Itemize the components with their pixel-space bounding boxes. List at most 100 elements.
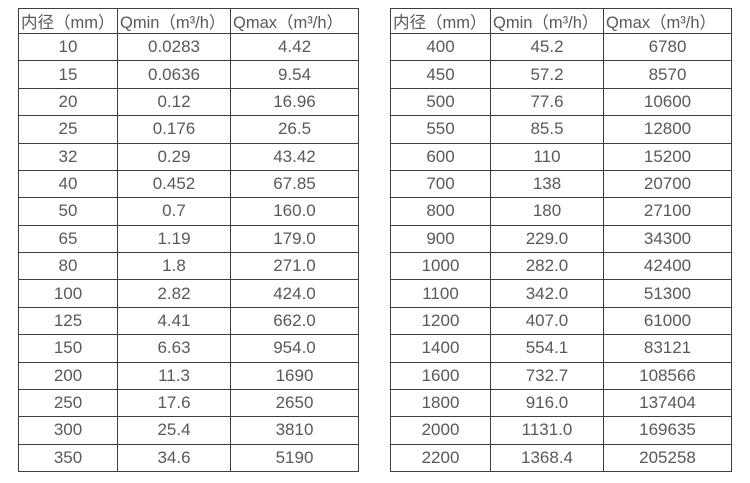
cell-diameter: 20	[18, 87, 118, 117]
cell-qmax: 9.54	[230, 60, 359, 89]
cell-qmax: 8570	[603, 60, 732, 89]
cell-qmax: 169635	[603, 416, 732, 445]
col-header-qmin: Qmin（m³/h）	[117, 8, 231, 34]
spec-table-small-diameters: 内径（mm） Qmin（m³/h） Qmax（m³/h） 10 0.0283 4.4…	[18, 8, 359, 473]
cell-diameter: 1200	[390, 306, 491, 336]
table-row: 20 0.12 16.96	[18, 87, 359, 117]
table-row: 50 0.7 160.0	[18, 197, 359, 226]
table-row: 1200 407.0 61000	[390, 306, 732, 336]
cell-diameter: 2200	[390, 443, 491, 473]
cell-diameter: 1600	[390, 361, 491, 390]
cell-qmax: 20700	[603, 169, 732, 199]
table-row: 2200 1368.4 205258	[390, 443, 732, 473]
cell-qmax: 6780	[603, 32, 732, 62]
cell-qmin: 34.6	[117, 443, 231, 473]
cell-qmin: 45.2	[490, 32, 604, 62]
cell-qmin: 0.0283	[117, 32, 231, 62]
table-row: 25 0.176 26.5	[18, 115, 359, 144]
cell-qmin: 77.6	[490, 87, 604, 117]
table-header-row: 内径（mm） Qmin（m³/h） Qmax（m³/h）	[18, 8, 359, 34]
cell-qmin: 0.452	[117, 169, 231, 199]
table-row: 10 0.0283 4.42	[18, 32, 359, 62]
cell-diameter: 250	[18, 388, 118, 418]
cell-qmax: 26.5	[230, 115, 359, 144]
cell-qmax: 67.85	[230, 169, 359, 199]
cell-qmax: 3810	[230, 416, 359, 445]
cell-qmax: 34300	[603, 224, 732, 254]
table-row: 125 4.41 662.0	[18, 306, 359, 336]
cell-qmin: 110	[490, 142, 604, 171]
cell-diameter: 1400	[390, 334, 491, 363]
cell-diameter: 900	[390, 224, 491, 254]
cell-qmin: 6.63	[117, 334, 231, 363]
table-header-row: 内径（mm） Qmin（m³/h） Qmax（m³/h）	[390, 8, 732, 34]
table-row: 1100 342.0 51300	[390, 279, 732, 308]
cell-qmin: 407.0	[490, 306, 604, 336]
col-header-qmax: Qmax（m³/h）	[230, 8, 359, 34]
cell-diameter: 600	[390, 142, 491, 171]
cell-diameter: 65	[18, 224, 118, 254]
cell-qmax: 1690	[230, 361, 359, 390]
cell-diameter: 450	[390, 60, 491, 89]
cell-qmin: 17.6	[117, 388, 231, 418]
cell-qmax: 424.0	[230, 279, 359, 308]
cell-qmin: 57.2	[490, 60, 604, 89]
cell-qmin: 229.0	[490, 224, 604, 254]
cell-qmin: 0.176	[117, 115, 231, 144]
cell-qmax: 16.96	[230, 87, 359, 117]
cell-diameter: 15	[18, 60, 118, 89]
cell-qmin: 342.0	[490, 279, 604, 308]
cell-qmax: 12800	[603, 115, 732, 144]
cell-qmin: 1131.0	[490, 416, 604, 445]
cell-diameter: 700	[390, 169, 491, 199]
cell-qmin: 282.0	[490, 251, 604, 281]
cell-qmax: 271.0	[230, 251, 359, 281]
cell-qmax: 15200	[603, 142, 732, 171]
cell-qmax: 179.0	[230, 224, 359, 254]
cell-qmax: 662.0	[230, 306, 359, 336]
cell-diameter: 200	[18, 361, 118, 390]
cell-diameter: 2000	[390, 416, 491, 445]
cell-diameter: 1800	[390, 388, 491, 418]
cell-diameter: 125	[18, 306, 118, 336]
cell-qmin: 25.4	[117, 416, 231, 445]
table-row: 500 77.6 10600	[390, 87, 732, 117]
cell-diameter: 40	[18, 169, 118, 199]
table-row: 150 6.63 954.0	[18, 334, 359, 363]
table-row: 1600 732.7 108566	[390, 361, 732, 390]
col-header-diameter: 内径（mm）	[390, 8, 491, 34]
cell-qmin: 0.29	[117, 142, 231, 171]
cell-qmin: 1.8	[117, 251, 231, 281]
cell-qmax: 42400	[603, 251, 732, 281]
col-header-qmax: Qmax（m³/h）	[603, 8, 732, 34]
table-row: 40 0.452 67.85	[18, 169, 359, 199]
cell-diameter: 1100	[390, 279, 491, 308]
cell-diameter: 1000	[390, 251, 491, 281]
col-header-qmin: Qmin（m³/h）	[490, 8, 604, 34]
table-row: 400 45.2 6780	[390, 32, 732, 62]
cell-diameter: 25	[18, 115, 118, 144]
cell-qmax: 4.42	[230, 32, 359, 62]
table-row: 700 138 20700	[390, 169, 732, 199]
cell-qmin: 11.3	[117, 361, 231, 390]
cell-qmax: 205258	[603, 443, 732, 473]
cell-diameter: 550	[390, 115, 491, 144]
table-row: 350 34.6 5190	[18, 443, 359, 473]
cell-qmax: 43.42	[230, 142, 359, 171]
table-row: 900 229.0 34300	[390, 224, 732, 254]
cell-diameter: 400	[390, 32, 491, 62]
cell-qmax: 10600	[603, 87, 732, 117]
cell-diameter: 500	[390, 87, 491, 117]
cell-qmax: 137404	[603, 388, 732, 418]
table-row: 1000 282.0 42400	[390, 251, 732, 281]
table-row: 200 11.3 1690	[18, 361, 359, 390]
cell-qmin: 2.82	[117, 279, 231, 308]
cell-qmin: 0.12	[117, 87, 231, 117]
table-row: 2000 1131.0 169635	[390, 416, 732, 445]
cell-diameter: 350	[18, 443, 118, 473]
cell-diameter: 32	[18, 142, 118, 171]
col-header-diameter: 内径（mm）	[18, 8, 118, 34]
cell-qmin: 138	[490, 169, 604, 199]
cell-qmin: 554.1	[490, 334, 604, 363]
cell-qmin: 0.7	[117, 197, 231, 226]
